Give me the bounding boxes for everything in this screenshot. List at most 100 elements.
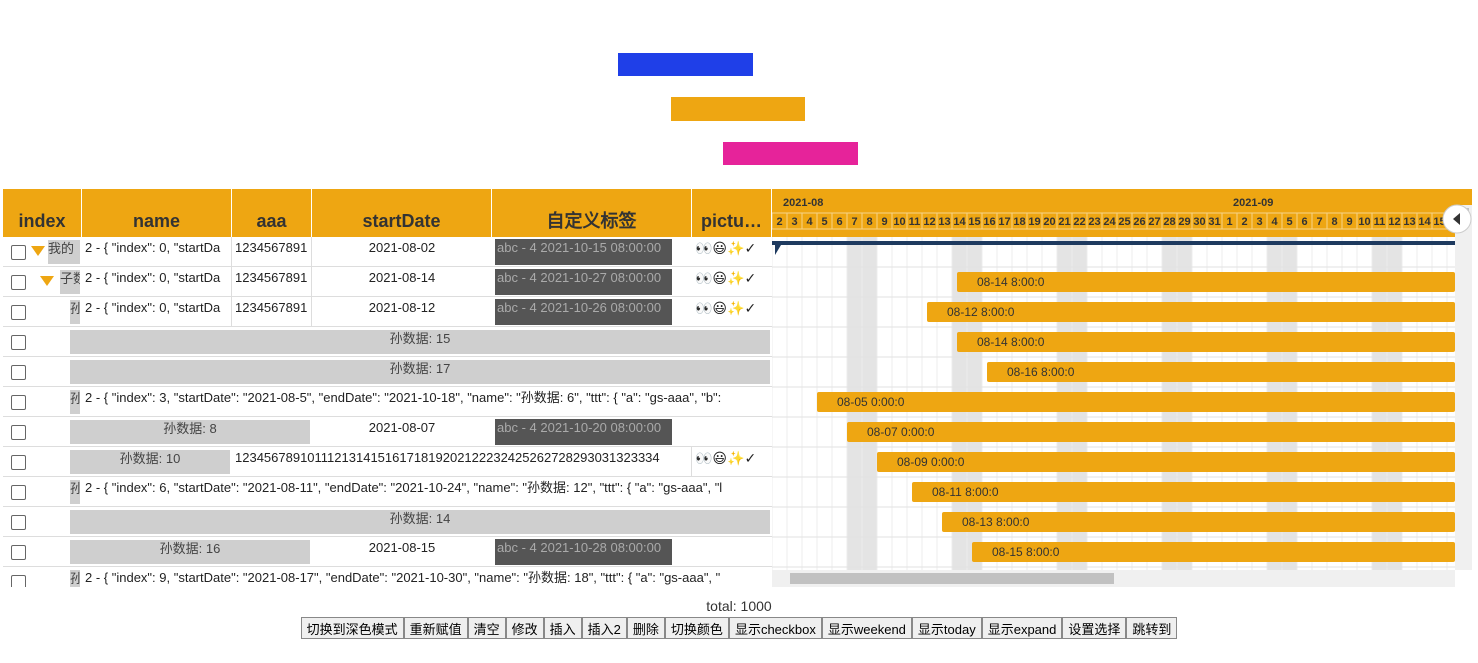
day-label: 29 xyxy=(1178,216,1190,228)
day-label: 22 xyxy=(1073,216,1085,228)
checkbox[interactable] xyxy=(11,305,26,320)
table-row: 孙 2 - { "index": 9, "startDate": "2021-08… xyxy=(3,567,772,587)
table-row: 孙数据: 10 123456789101112131415161718192021… xyxy=(3,447,772,477)
toolbar: 切换到深色模式 重新赋值 清空 修改 插入 插入2 删除 切换颜色 显示checkbox 显示we… xyxy=(0,617,1478,639)
summary-bar xyxy=(772,241,1455,245)
cell-group: 孙数据: 14 xyxy=(70,510,770,534)
day-label: 4 xyxy=(1271,216,1278,228)
task-label: 08-14 8:00:0 xyxy=(977,275,1045,289)
day-label: 23 xyxy=(1088,216,1100,228)
toolbar-button[interactable]: 插入2 xyxy=(581,617,627,639)
checkbox[interactable] xyxy=(11,335,26,350)
checkbox[interactable] xyxy=(11,545,26,560)
column-header: name xyxy=(82,189,232,237)
cell-group: 孙数据: 15 xyxy=(70,330,770,354)
day-label: 25 xyxy=(1118,216,1130,228)
checkbox[interactable] xyxy=(11,425,26,440)
task-bar xyxy=(957,272,1455,292)
cell-group: 孙数据: 10 xyxy=(70,450,230,474)
checkbox[interactable] xyxy=(11,575,26,587)
day-label: 12 xyxy=(923,216,935,228)
cell-startDate: 2021-08-07 xyxy=(368,420,436,435)
day-label: 4 xyxy=(806,216,813,228)
expand-icon[interactable] xyxy=(31,246,45,256)
table-body: 我的 2 - { "index": 0, "startDa 1234567891 20… xyxy=(0,237,772,587)
cell-json: 2 - { "index": 3, "startDate": "2021-08-… xyxy=(85,390,722,405)
table-row: 孙数据: 14 xyxy=(3,507,772,537)
toolbar-button[interactable]: 修改 xyxy=(505,617,544,639)
day-label: 15 xyxy=(968,216,980,228)
cell-pic: 👀😃✨✓ xyxy=(695,300,757,316)
toolbar-button[interactable]: 显示weekend xyxy=(821,617,912,639)
day-label: 27 xyxy=(1148,216,1160,228)
cell-aaa: 1234567891 xyxy=(235,237,312,266)
day-label: 9 xyxy=(881,216,887,228)
day-label: 18 xyxy=(1013,216,1025,228)
day-label: 14 xyxy=(1418,216,1431,228)
day-label: 6 xyxy=(836,216,842,228)
cell-tree: 我的 xyxy=(48,240,80,264)
table-row: 孙数据: 16 2021-08-15 abc - 4 2021-10-28 08:0… xyxy=(3,537,772,567)
h-thumb xyxy=(790,573,1114,584)
day-label: 13 xyxy=(1403,216,1415,228)
cell-json: 2 - { "index": 9, "startDate": "2021-08-… xyxy=(85,570,721,585)
toolbar-button[interactable]: 显示today xyxy=(911,617,982,639)
day-label: 3 xyxy=(791,216,797,228)
task-label: 08-15 8:00:0 xyxy=(992,545,1060,559)
column-header: aaa xyxy=(232,189,312,237)
checkbox[interactable] xyxy=(11,455,26,470)
cell-startDate: 2021-08-02 xyxy=(368,240,436,255)
cell-group: 孙数据: 8 xyxy=(70,420,310,444)
checkbox[interactable] xyxy=(11,485,26,500)
cell-tree: 孙 xyxy=(70,570,80,587)
task-bar xyxy=(817,392,1455,412)
cell-group: 孙数据: 16 xyxy=(70,540,310,564)
task-bar xyxy=(877,452,1455,472)
task-bar xyxy=(987,362,1455,382)
day-label: 2 xyxy=(776,216,782,228)
day-label: 31 xyxy=(1208,216,1220,228)
checkbox[interactable] xyxy=(11,515,26,530)
cell-startDate: 2021-08-15 xyxy=(368,540,436,555)
cell-pic: 👀😃✨✓ xyxy=(695,270,757,286)
v-scrollbar xyxy=(1455,205,1472,570)
cell-aaa: 1234567891 xyxy=(235,297,312,326)
toolbar-button[interactable]: 插入 xyxy=(543,617,582,639)
toolbar-button[interactable]: 切换到深色模式 xyxy=(300,617,404,639)
task-label: 08-09 0:00:0 xyxy=(897,455,965,469)
column-header: pictu… xyxy=(692,189,772,237)
day-label: 11 xyxy=(909,216,921,228)
toolbar-button[interactable]: 显示expand xyxy=(981,617,1063,639)
checkbox[interactable] xyxy=(11,245,26,260)
toolbar-button[interactable]: 跳转到 xyxy=(1126,617,1178,639)
table-row: 孙数据: 17 xyxy=(3,357,772,387)
checkbox[interactable] xyxy=(11,395,26,410)
day-label: 30 xyxy=(1193,216,1205,228)
day-label: 7 xyxy=(851,216,857,228)
checkbox[interactable] xyxy=(11,365,26,380)
table-row: 孙数据: 15 xyxy=(3,327,772,357)
toolbar-button[interactable]: 设置选择 xyxy=(1062,617,1127,639)
toolbar-button[interactable]: 切换颜色 xyxy=(664,617,729,639)
day-label: 2 xyxy=(1241,216,1247,228)
day-label: 24 xyxy=(1103,216,1116,228)
expand-icon[interactable] xyxy=(40,276,54,286)
task-label: 08-13 8:00:0 xyxy=(962,515,1030,529)
day-label: 19 xyxy=(1028,216,1040,228)
toolbar-button[interactable]: 删除 xyxy=(626,617,665,639)
day-label: 26 xyxy=(1133,216,1145,228)
cell-pic: 👀😃✨✓ xyxy=(695,450,757,466)
cell-aaa: 1234567891 xyxy=(235,267,312,296)
toolbar-button[interactable]: 显示checkbox xyxy=(728,617,822,639)
day-label: 11 xyxy=(1374,216,1386,228)
toolbar-button[interactable]: 重新赋值 xyxy=(403,617,468,639)
checkbox[interactable] xyxy=(11,275,26,290)
toolbar-button[interactable]: 清空 xyxy=(467,617,506,639)
task-bar xyxy=(912,482,1455,502)
task-label: 08-05 0:00:0 xyxy=(837,395,905,409)
task-label: 08-16 8:00:0 xyxy=(1007,365,1075,379)
cell-label: abc - 4 2021-10-20 08:00:00 xyxy=(495,419,672,445)
table-row: 孙 2 - { "index": 6, "startDate": "2021-08… xyxy=(3,477,772,507)
